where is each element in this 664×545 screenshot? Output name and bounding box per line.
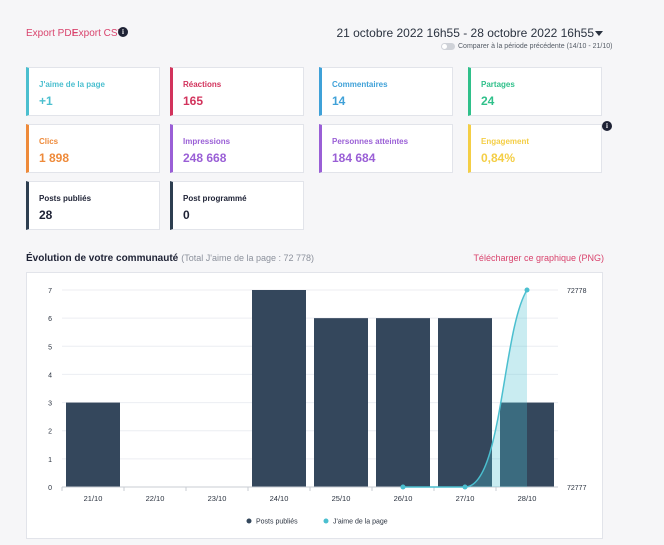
kpi-card-label: Partages: [481, 80, 515, 89]
kpi-card-value: 165: [183, 94, 204, 108]
kpi-card: Engagement 0,84%: [468, 124, 602, 173]
y-tick-label: 0: [48, 485, 52, 492]
download-chart-link[interactable]: Télécharger ce graphique (PNG): [473, 253, 604, 263]
bar: [66, 402, 120, 487]
date-range-selector[interactable]: 21 octobre 2022 16h55 - 28 octobre 2022 …: [336, 26, 594, 40]
y-tick-label: 2: [48, 429, 52, 436]
kpi-card-value: +1: [39, 94, 53, 108]
export-csv-link[interactable]: Export CSV: [72, 28, 125, 39]
kpi-card-label: Réactions: [183, 80, 222, 89]
info-icon[interactable]: i: [118, 27, 128, 37]
kpi-card: Réactions 165: [170, 67, 304, 116]
kpi-card-label: Commentaires: [332, 80, 388, 89]
compare-label: Comparer à la période précédente (14/10 …: [458, 43, 613, 50]
area-fill: [403, 290, 527, 487]
y-tick-label: 5: [48, 344, 52, 351]
x-tick-label: 23/10: [208, 494, 227, 503]
data-point: [400, 484, 406, 490]
kpi-card: Personnes atteintes 184 684: [319, 124, 453, 173]
kpi-card-label: Clics: [39, 137, 59, 146]
kpi-card: Posts publiés 28: [26, 181, 160, 230]
y2-tick-label: 72778: [567, 288, 587, 295]
area-line: [403, 289, 528, 488]
data-point: [462, 484, 468, 490]
x-tick-label: 22/10: [146, 494, 165, 503]
kpi-card: Commentaires 14: [319, 67, 453, 116]
bar: [500, 402, 554, 487]
compare-toggle[interactable]: [441, 43, 455, 50]
kpi-card: Post programmé 0: [170, 181, 304, 230]
community-chart: 0 1 2 3 4 5 6 7 21/10 22/10 23/10 24/10 25/10 26/10 27…: [48, 287, 587, 526]
kpi-card-label: Engagement: [481, 137, 530, 146]
bar: [376, 318, 430, 487]
x-tick-label: 21/10: [84, 494, 103, 503]
bar: [438, 318, 492, 487]
engagement-info-icon[interactable]: i: [602, 121, 612, 131]
kpi-card-label: Personnes atteintes: [332, 137, 409, 146]
kpi-card: Clics 1 898: [26, 124, 160, 173]
y-tick-label: 6: [48, 316, 52, 323]
y-tick-label: 4: [48, 372, 52, 379]
community-chart-panel: 0 1 2 3 4 5 6 7 21/10 22/10 23/10 24/10 25/10 26/10 27…: [26, 272, 603, 539]
x-tick-label: 26/10: [394, 494, 413, 503]
kpi-card-value: 0: [183, 208, 190, 222]
chevron-down-icon[interactable]: [595, 31, 603, 36]
kpi-card-value: 1 898: [39, 151, 70, 165]
x-tick-label: 24/10: [270, 494, 289, 503]
community-total: (Total J'aime de la page : 72 778): [181, 253, 315, 263]
kpi-card-value: 184 684: [332, 151, 376, 165]
bar: [252, 290, 306, 487]
legend-marker-likes: [323, 518, 329, 524]
community-title: Évolution de votre communauté: [26, 253, 179, 264]
kpi-card-label: J'aime de la page: [39, 80, 105, 89]
bar: [314, 318, 368, 487]
legend-marker-posts: [246, 518, 252, 524]
kpi-card-value: 28: [39, 208, 53, 222]
kpi-card: Partages 24: [468, 67, 602, 116]
kpi-card: Impressions 248 668: [170, 124, 304, 173]
y-tick-label: 3: [48, 401, 52, 408]
y2-tick-label: 72777: [567, 485, 587, 492]
kpi-card-value: 24: [481, 94, 495, 108]
legend-label-likes: J'aime de la page: [333, 519, 388, 526]
kpi-card-label: Impressions: [183, 137, 231, 146]
kpi-card-value: 0,84%: [481, 151, 516, 165]
community-section-title: Évolution de votre communauté (Total J'ai…: [26, 253, 314, 264]
y-tick-label: 7: [48, 288, 52, 295]
kpi-card-label: Posts publiés: [39, 194, 92, 203]
export-pdf-link[interactable]: Export PDF: [26, 28, 78, 39]
kpi-card-value: 248 668: [183, 151, 227, 165]
y-tick-label: 1: [48, 457, 52, 464]
x-tick-label: 28/10: [518, 494, 537, 503]
data-point: [524, 287, 530, 293]
x-tick-label: 25/10: [332, 494, 351, 503]
legend-label-posts: Posts publiés: [256, 519, 298, 526]
kpi-card-value: 14: [332, 94, 346, 108]
kpi-card-label: Post programmé: [183, 194, 247, 203]
kpi-card: J'aime de la page +1: [26, 67, 160, 116]
x-tick-label: 27/10: [456, 494, 475, 503]
